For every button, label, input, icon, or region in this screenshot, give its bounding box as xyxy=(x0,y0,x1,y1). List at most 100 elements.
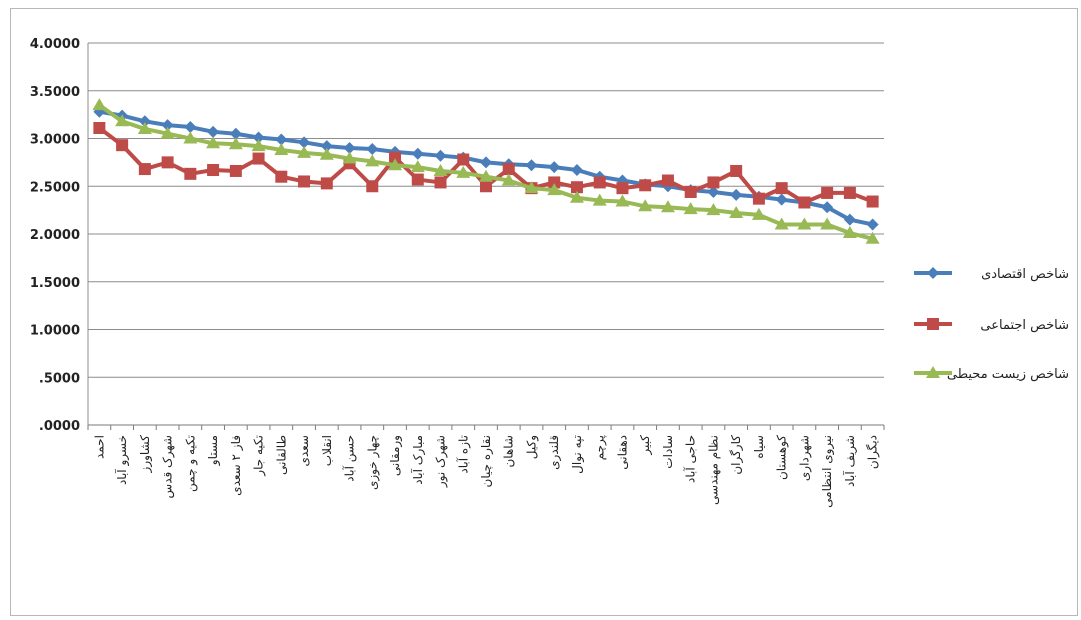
data-point xyxy=(116,139,129,152)
data-point xyxy=(569,190,584,203)
data-point xyxy=(707,185,720,198)
data-point xyxy=(320,140,333,153)
data-point xyxy=(297,145,312,158)
x-tick-label: دیگران xyxy=(866,435,881,469)
data-point xyxy=(228,137,243,150)
data-point xyxy=(501,173,516,186)
data-point xyxy=(593,176,606,189)
data-point xyxy=(343,142,356,155)
data-point xyxy=(525,159,538,172)
x-tick-label: انقلاب xyxy=(320,435,334,466)
data-point xyxy=(820,217,835,230)
data-point xyxy=(298,175,311,188)
data-point xyxy=(366,143,379,156)
x-tick-label: فاز ۲ سعدی xyxy=(229,435,244,496)
data-point xyxy=(183,131,198,144)
data-point xyxy=(570,164,583,177)
data-point xyxy=(774,217,789,230)
x-tick-label: وکیل xyxy=(524,435,539,459)
data-point xyxy=(548,161,561,174)
data-point xyxy=(298,136,311,149)
data-point xyxy=(161,156,174,169)
data-point xyxy=(706,203,721,216)
y-tick-label: .0000 xyxy=(39,419,80,434)
line-chart: .0000 .5000 1.0000 1.5000 2.0000 2.5000 3.0000… xyxy=(30,37,1069,508)
data-point xyxy=(251,139,266,152)
data-point xyxy=(843,213,856,226)
data-point xyxy=(434,176,447,189)
x-tick-label: کشاورز xyxy=(138,435,153,474)
x-tick-label: تکیه و چمن xyxy=(183,435,198,492)
data-point xyxy=(775,193,788,206)
x-tick-label: شهرک نور xyxy=(434,435,449,488)
data-point xyxy=(797,217,812,230)
x-tick-label: شهرک قدس xyxy=(161,435,176,498)
data-point xyxy=(410,160,425,173)
data-point xyxy=(752,192,765,205)
data-point xyxy=(775,182,788,195)
data-point xyxy=(707,176,720,189)
data-point xyxy=(843,186,856,199)
data-point xyxy=(434,149,447,162)
data-point xyxy=(479,169,493,182)
data-point xyxy=(184,121,197,134)
data-point xyxy=(502,163,515,176)
series-2 xyxy=(93,121,879,209)
x-tick-label: نظام مهندسی xyxy=(706,435,720,505)
data-point xyxy=(729,205,744,218)
data-point xyxy=(207,164,220,177)
data-point xyxy=(206,136,221,149)
legend-entry: شاخص زیست محیطی xyxy=(914,366,1069,382)
data-point xyxy=(480,180,492,193)
data-point xyxy=(411,147,424,160)
x-tick-label: نیروی انتظامی xyxy=(820,435,835,508)
x-axis: احمد خسرو آباد کشاورز شهرک قدس تکیه و چمن مست… xyxy=(87,425,885,508)
data-point xyxy=(866,218,879,231)
chart-frame: .0000 .5000 1.0000 1.5000 2.0000 2.5000 3.0000… xyxy=(10,8,1078,616)
x-tick-label: کارگران xyxy=(729,435,744,475)
data-point xyxy=(457,153,470,166)
y-tick-label: 1.5000 xyxy=(30,276,80,291)
legend-entry: شاخص اجتماعی xyxy=(914,318,1069,333)
data-point xyxy=(320,177,333,190)
x-tick-label: کوهستان xyxy=(775,435,790,480)
x-tick-label: ورمقانی xyxy=(388,435,403,476)
series-3 xyxy=(92,98,880,244)
x-tick-label: تکیه جار xyxy=(252,435,267,477)
data-point xyxy=(138,163,151,176)
data-point xyxy=(798,196,811,209)
data-point xyxy=(411,173,424,186)
x-tick-label: سعدی xyxy=(297,435,311,467)
x-tick-label: تپه نوال xyxy=(570,435,585,474)
x-tick-label: سیاه xyxy=(752,435,766,459)
data-point xyxy=(365,154,380,167)
x-tick-label: حسن آباد xyxy=(342,435,358,482)
data-point xyxy=(821,186,834,199)
data-point xyxy=(137,121,152,134)
data-point xyxy=(229,164,242,177)
data-point xyxy=(433,163,448,176)
data-point xyxy=(275,170,288,183)
data-point xyxy=(730,164,743,177)
data-point xyxy=(388,158,403,171)
data-point xyxy=(93,121,106,134)
data-point xyxy=(615,194,630,207)
x-tick-label: شهرداری xyxy=(797,435,812,481)
x-tick-label: سادات xyxy=(661,435,675,469)
data-point xyxy=(547,183,562,196)
data-point xyxy=(92,98,107,111)
legend: شاخص اقتصادی شاخص اجتماعی شاخص زیست محیطی xyxy=(914,267,1069,382)
data-point xyxy=(660,200,675,213)
x-tick-label: نقاره چیان xyxy=(479,435,494,487)
legend-label: شاخص اجتماعی xyxy=(980,318,1069,333)
y-tick-label: 2.5000 xyxy=(30,180,80,195)
legend-marker xyxy=(927,267,939,279)
data-point xyxy=(639,179,652,192)
data-point xyxy=(160,126,175,139)
data-point xyxy=(866,195,879,208)
data-point xyxy=(252,131,265,144)
legend-entry: شاخص اقتصادی xyxy=(914,267,1069,282)
x-tick-label: مبارک آباد xyxy=(410,435,426,485)
legend-label: شاخص زیست محیطی xyxy=(947,367,1069,382)
y-tick-label: 3.0000 xyxy=(30,133,80,148)
